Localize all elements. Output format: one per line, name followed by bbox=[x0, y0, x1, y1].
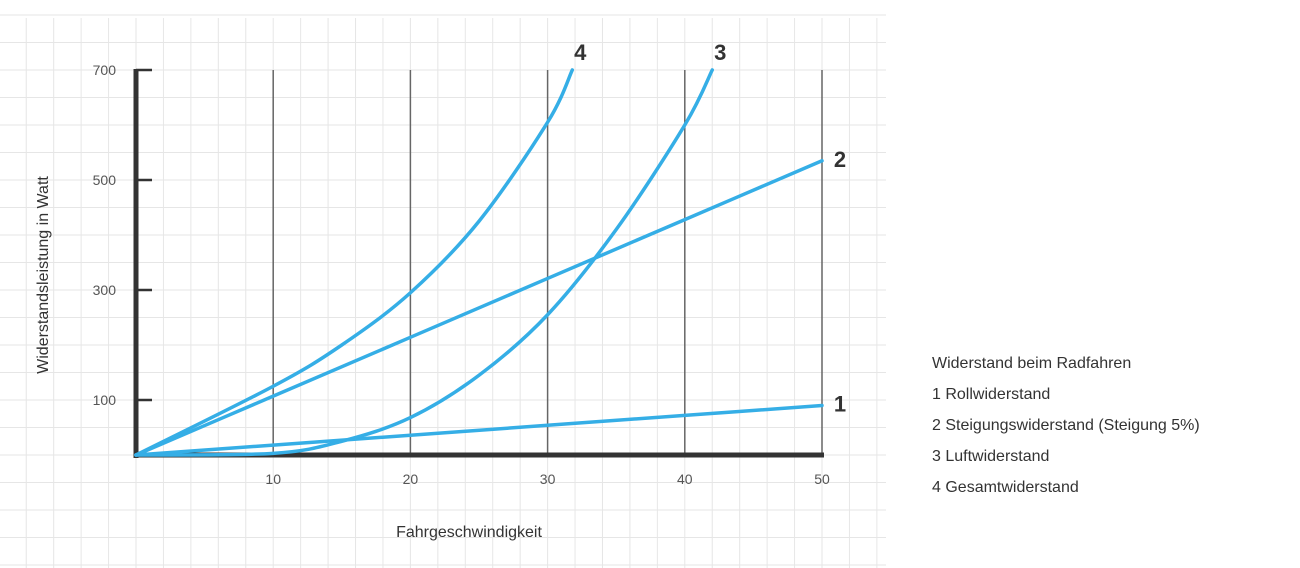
x-axis-label: Fahrgeschwindigkeit bbox=[396, 524, 542, 541]
tick-labels: 10 20 30 40 50 100 300 500 700 bbox=[93, 62, 830, 487]
legend-title: Widerstand beim Radfahren bbox=[932, 355, 1132, 372]
legend-entry: 4 Gesamtwiderstand bbox=[932, 479, 1079, 496]
series-line-1 bbox=[134, 403, 824, 457]
y-tick-label: 500 bbox=[93, 172, 117, 188]
y-tick-label: 700 bbox=[93, 62, 117, 78]
series-line-2 bbox=[134, 159, 824, 457]
y-tick-label: 300 bbox=[93, 282, 117, 298]
legend-entry: 1 Rollwiderstand bbox=[932, 386, 1051, 403]
x-tick-label: 10 bbox=[265, 471, 281, 487]
x-tick-label: 40 bbox=[677, 471, 693, 487]
legend-entry: 2 Steigungswiderstand (Steigung 5%) bbox=[932, 417, 1200, 434]
y-axis-label: Widerstandsleistung in Watt bbox=[35, 176, 52, 374]
legend-entry: 3 Luftwiderstand bbox=[932, 448, 1050, 465]
x-tick-label: 20 bbox=[403, 471, 419, 487]
x-tick-label: 30 bbox=[540, 471, 556, 487]
series-lines: 1 2 3 4 bbox=[134, 40, 846, 457]
series-label-1: 1 bbox=[834, 392, 846, 417]
series-label-3: 3 bbox=[714, 40, 726, 65]
background-grid bbox=[0, 14, 886, 568]
series-label-4: 4 bbox=[574, 40, 587, 65]
y-tick-label: 100 bbox=[93, 392, 117, 408]
x-tick-label: 50 bbox=[814, 471, 830, 487]
legend: Widerstand beim Radfahren 1 Rollwidersta… bbox=[932, 348, 1200, 503]
series-line-3 bbox=[134, 68, 714, 457]
x-gridlines bbox=[272, 70, 823, 455]
series-line-4 bbox=[134, 68, 575, 457]
series-label-2: 2 bbox=[834, 147, 846, 172]
